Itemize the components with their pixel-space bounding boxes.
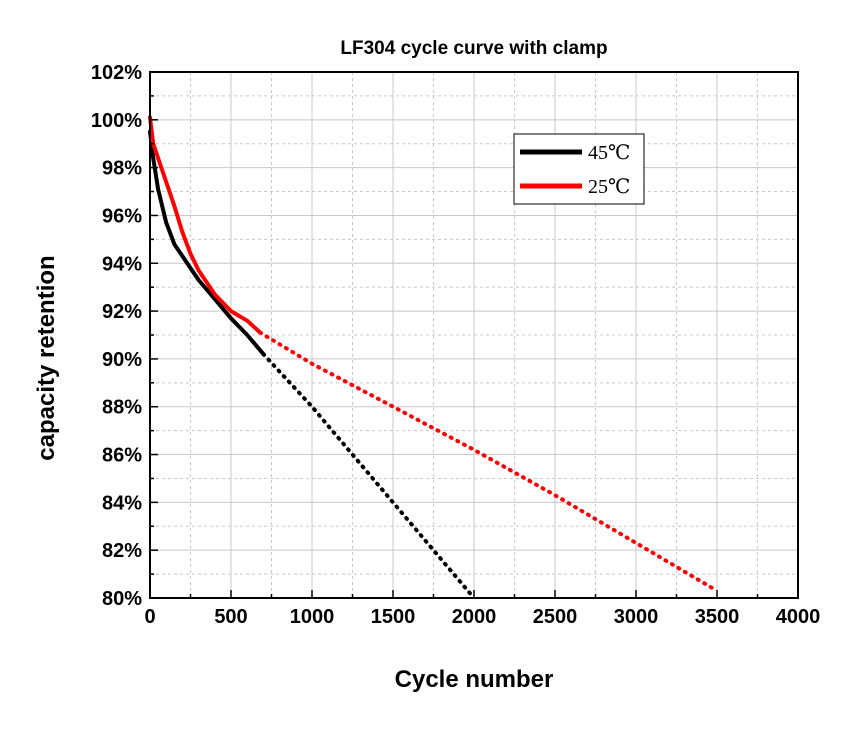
y-tick-label: 96%: [102, 205, 142, 227]
axis-ticks: 0 500 1000 1500 2000 2500 3000 3500 4000 80% 82% 84…: [91, 62, 820, 628]
y-tick-label: 90%: [102, 349, 142, 371]
y-tick-label: 94%: [102, 253, 142, 275]
y-tick-label: 92%: [102, 301, 142, 323]
y-tick-label: 86%: [102, 445, 142, 467]
chart-title: LF304 cycle curve with clamp: [340, 38, 607, 59]
series-2-measured-line: [148, 115, 263, 335]
x-tick-label: 3500: [695, 606, 740, 628]
x-tick-label: 1000: [290, 606, 335, 628]
y-tick-label: 88%: [102, 397, 142, 419]
x-tick-label: 2500: [533, 606, 578, 628]
y-tick-label: 98%: [102, 158, 142, 180]
y-tick-label: 82%: [102, 540, 142, 562]
x-tick-label: 4000: [776, 606, 821, 628]
legend-label-2: 25℃: [588, 176, 630, 198]
x-axis-title: Cycle number: [395, 666, 554, 693]
grid: [150, 72, 798, 598]
legend-box: [513, 133, 645, 205]
x-tick-label: 3000: [614, 606, 659, 628]
x-tick-label: 500: [214, 606, 247, 628]
y-tick-label: 80%: [102, 588, 142, 610]
x-tick-label: 2000: [452, 606, 497, 628]
y-axis-title: capacity retention: [33, 255, 60, 460]
series-1-measured-line: [148, 129, 266, 357]
y-tick-label: 102%: [91, 62, 142, 84]
legend-label-1: 45℃: [588, 142, 630, 164]
x-tick-label: 1500: [371, 606, 416, 628]
y-tick-label: 84%: [102, 492, 142, 514]
plot-series: [148, 115, 719, 600]
x-tick-label: 0: [144, 606, 155, 628]
series-1-extrapolated-line: [261, 352, 476, 600]
y-tick-label: 100%: [91, 110, 142, 132]
series-2-extrapolated-line: [258, 330, 719, 593]
legend: 45℃ 25℃: [513, 133, 645, 205]
